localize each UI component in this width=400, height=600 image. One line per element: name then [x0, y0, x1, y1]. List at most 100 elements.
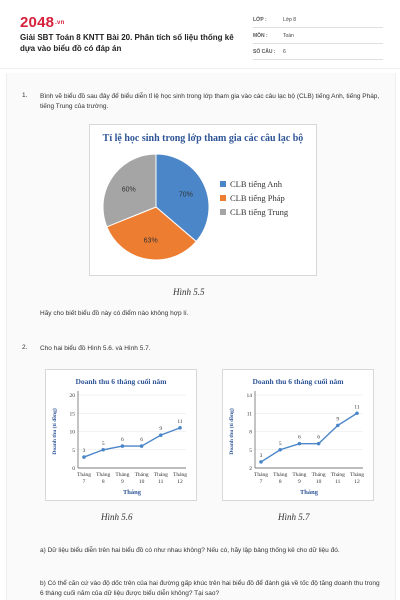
content-area: 1. Bình vẽ biểu đồ sau đây để biểu diễn …	[6, 73, 396, 600]
x-tick-label: Tháng	[312, 472, 326, 478]
meta-row-class: LỚP : Lớp 8	[253, 12, 383, 28]
x-tick-label: Tháng	[273, 472, 287, 478]
x-axis-label: Tháng	[123, 489, 142, 496]
data-point	[336, 423, 340, 428]
x-tick-label: 11	[158, 479, 164, 485]
question-1-text: Bình vẽ biểu đồ sau đây để biểu diễn tỉ …	[40, 93, 380, 110]
y-axis-label: Doanh thu (tỉ đồng)	[228, 408, 235, 454]
series-line	[260, 412, 358, 463]
x-tick-label: 9	[298, 479, 301, 485]
pie-slice	[102, 153, 157, 228]
chart-title: Tỉ lệ học sinh trong lớp tham gia các câ…	[103, 133, 304, 144]
legend-label: CLB tiếng Trung	[230, 207, 289, 217]
data-label: 9	[159, 426, 162, 432]
data-point	[139, 444, 144, 448]
figure-caption: Hình 5.5	[173, 287, 205, 297]
data-label: 3	[260, 453, 263, 459]
y-tick-label: 10	[70, 430, 76, 436]
data-label: 3	[83, 448, 86, 454]
x-tick-label: 12	[354, 479, 360, 485]
pie-slice	[106, 206, 197, 261]
data-label: 6	[121, 437, 124, 443]
x-tick-label: 8	[102, 479, 105, 485]
question-number: 2.	[22, 344, 28, 351]
data-point	[82, 455, 86, 459]
legend-swatch	[220, 209, 226, 215]
meta-value: 6	[283, 48, 286, 55]
x-tick-label: Tháng	[173, 472, 187, 478]
x-tick-label: Tháng	[331, 472, 345, 478]
data-label: 6	[140, 437, 143, 443]
figure-caption: Hình 5.7	[278, 512, 310, 522]
x-tick-label: 7	[260, 479, 263, 485]
document-title: Giải SBT Toán 8 KNTT Bài 20. Phân tích s…	[20, 33, 234, 53]
data-label: 11	[354, 404, 360, 410]
y-tick-label: 15	[70, 411, 76, 417]
meta-row-subject: MÔN : Toán	[253, 28, 383, 44]
x-tick-label: 10	[139, 479, 145, 485]
question-2-part-b: b) Có thể căn cứ vào độ dốc trên của hai…	[40, 580, 380, 597]
meta-key: SỐ CÂU :	[253, 48, 276, 55]
y-tick-label: 5	[72, 448, 75, 454]
x-tick-label: Tháng	[292, 472, 306, 478]
pie-slice	[155, 153, 210, 243]
slice-label: 60%	[122, 187, 136, 194]
page-header: 2048.vn Giải SBT Toán 8 KNTT Bài 20. Phâ…	[0, 0, 400, 69]
slice-label: 70%	[179, 191, 193, 198]
meta-row-count: SỐ CÂU : 6	[253, 44, 383, 60]
legend-swatch	[220, 181, 226, 187]
legend-label: CLB tiếng Anh	[230, 179, 283, 189]
data-point	[278, 447, 282, 452]
meta-value: Toán	[283, 32, 294, 39]
question-2-text: Cho hai biểu đồ Hình 5.6. và Hình 5.7.	[40, 345, 151, 352]
y-tick-label: 2	[249, 466, 252, 472]
y-tick-label: 14	[247, 393, 253, 399]
x-tick-label: 10	[316, 479, 322, 485]
question-1-followup: Hãy cho biết biểu đồ này có điểm nào khô…	[40, 310, 189, 317]
pie-chart-figure: Tỉ lệ học sinh trong lớp tham gia các câ…	[89, 124, 317, 276]
y-tick-label: 0	[72, 466, 75, 472]
pie-chart: Tỉ lệ học sinh trong lớp tham gia các câ…	[102, 133, 304, 261]
question-2-part-a: a) Dữ liệu biểu diễn trên hai biểu đồ có…	[40, 547, 340, 554]
y-axis-label: Doanh thu (tỉ đồng)	[51, 408, 58, 454]
meta-key: LỚP :	[253, 16, 267, 23]
x-tick-label: Tháng	[154, 472, 168, 478]
x-axis-label: Tháng	[300, 489, 319, 496]
meta-table: LỚP : Lớp 8 MÔN : Toán SỐ CÂU : 6	[253, 12, 383, 60]
x-tick-label: Tháng	[135, 472, 149, 478]
data-label: 9	[336, 416, 339, 422]
line-chart-5-6: Doanh thu 6 tháng cuối năm 0 5 10 15 20 3 Tháng…	[51, 377, 187, 496]
series-line	[83, 427, 181, 458]
site-logo[interactable]: 2048.vn	[20, 14, 65, 31]
data-label: 6	[317, 435, 320, 441]
data-label: 6	[298, 435, 301, 441]
x-tick-label: 11	[335, 479, 341, 485]
x-tick-label: Tháng	[350, 472, 364, 478]
x-tick-label: Tháng	[96, 472, 110, 478]
question-number: 1.	[22, 92, 28, 99]
data-label: 11	[177, 419, 183, 425]
meta-key: MÔN :	[253, 32, 268, 39]
figure-caption: Hình 5.6	[101, 512, 133, 522]
data-point	[159, 433, 163, 437]
x-tick-label: 9	[121, 479, 124, 485]
x-tick-label: Tháng	[254, 472, 268, 478]
data-label: 5	[279, 441, 282, 447]
line-chart-5-6-figure: Doanh thu 6 tháng cuối năm 0 5 10 15 20 3 Tháng…	[45, 369, 197, 501]
data-point	[120, 444, 125, 448]
y-tick-label: 8	[249, 430, 252, 436]
legend-label: CLB tiếng Pháp	[230, 193, 285, 203]
chart-title: Doanh thu 6 tháng cuối năm	[75, 377, 167, 386]
x-tick-label: Tháng	[115, 472, 129, 478]
x-tick-label: Tháng	[77, 472, 91, 478]
y-tick-label: 5	[249, 448, 252, 454]
meta-value: Lớp 8	[283, 16, 297, 23]
x-tick-label: 7	[83, 479, 86, 485]
x-tick-label: 12	[177, 479, 183, 485]
data-point	[259, 460, 263, 464]
y-tick-label: 11	[247, 411, 253, 417]
slice-label: 63%	[144, 237, 158, 244]
line-chart-5-7-figure: Doanh thu 6 tháng cuối năm 2 5 8 11 14 3 Tháng 7…	[222, 369, 374, 501]
data-point	[178, 426, 182, 430]
y-tick-label: 20	[70, 393, 76, 399]
